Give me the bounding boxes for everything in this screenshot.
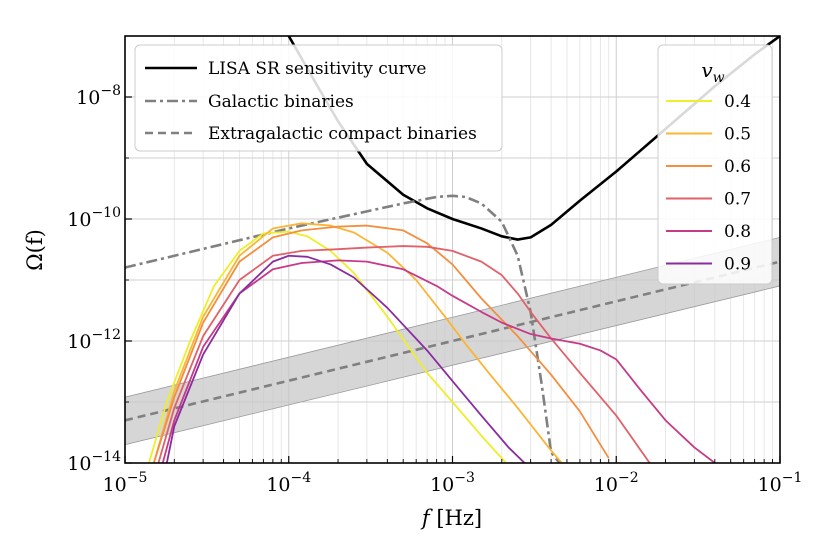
series-curve-vw-0.5 — [152, 222, 564, 463]
legend-label-lisa: LISA SR sensitivity curve — [208, 59, 427, 79]
x-tick-label: 10−5 — [103, 470, 148, 496]
legend-label-extragalactic: Extragalactic compact binaries — [208, 124, 477, 144]
vw-legend-label: 0.6 — [724, 157, 751, 177]
vw-legend-box — [657, 44, 773, 285]
y-tick-label: 10−10 — [67, 205, 121, 231]
extragalactic-band — [125, 236, 780, 446]
series-curve-vw-0.6 — [152, 224, 610, 463]
extragalactic-binaries-curve — [125, 260, 780, 422]
vw-legend-label: 0.7 — [724, 190, 751, 210]
x-tick-label: 10−1 — [758, 470, 803, 496]
vw-legend-items: 0.4 0.5 0.6 0.7 0.8 0.9 — [666, 92, 751, 275]
uncertainty-band-group — [125, 236, 780, 446]
vw-legend-label: 0.4 — [724, 92, 751, 112]
reference-legend-box — [134, 44, 503, 152]
vw-legend-label: 0.8 — [724, 222, 751, 242]
vw-legend: vw 0.4 0.5 0.6 0.7 0.8 0.9 — [657, 44, 773, 285]
reference-legend: LISA SR sensitivity curve Galactic binar… — [134, 44, 503, 152]
y-tick-label: 10−12 — [67, 327, 121, 353]
vw-legend-label: 0.5 — [724, 125, 751, 145]
series-curve-vw-0.4 — [148, 230, 508, 463]
y-tick-label: 10−8 — [76, 83, 121, 109]
plot-frame — [124, 35, 781, 464]
x-tick-label: 10−3 — [430, 470, 475, 496]
series-curves — [148, 222, 716, 463]
vw-legend-label: 0.9 — [724, 255, 751, 275]
legend-label-galactic: Galactic binaries — [208, 92, 354, 112]
x-tick-label: 10−4 — [266, 470, 311, 496]
galactic-binaries-curve — [125, 194, 561, 463]
axis-ticks: 10−5 10−4 10−3 10−2 10−1 10−14 10−12 10−10 10−8 — [67, 83, 802, 496]
x-axis-title: f [Hz] — [420, 506, 482, 530]
series-curve-vw-0.9 — [165, 254, 526, 463]
vw-legend-title: vw — [701, 58, 724, 86]
x-tick-label: 10−2 — [594, 470, 639, 496]
y-tick-label: 10−14 — [67, 449, 121, 475]
series-curve-vw-0.8 — [161, 259, 716, 463]
y-axis-title: Ω(f) — [23, 229, 47, 271]
